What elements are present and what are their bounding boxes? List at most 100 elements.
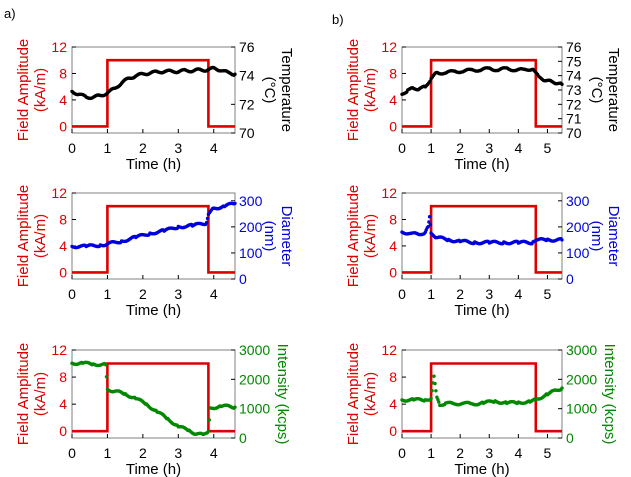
- series-a1-1: [70, 65, 237, 101]
- left-tick-label: 4: [389, 92, 397, 108]
- right-tick-label: 0: [239, 430, 247, 446]
- x-tick-label: 2: [139, 445, 147, 461]
- data-point: [432, 374, 436, 378]
- right-tick-label: 72: [239, 96, 255, 112]
- left-tick-label: 4: [59, 396, 67, 412]
- field-series-line: [72, 204, 235, 274]
- data-point: [428, 223, 433, 227]
- x-tick-label: 5: [544, 286, 552, 302]
- left-tick-label: 8: [59, 211, 67, 227]
- x-tick-label: 5: [544, 445, 552, 461]
- panel-label-b: b): [332, 12, 344, 27]
- right-tick-label: 70: [239, 125, 255, 141]
- data-point: [205, 220, 209, 225]
- left-tick-label: 12: [381, 185, 397, 201]
- series-a3-1: [70, 360, 237, 437]
- left-tick-label: 8: [59, 65, 67, 81]
- left-tick-label: 4: [59, 238, 67, 254]
- left-tick-label: 4: [389, 396, 397, 412]
- x-tick-label: 0: [68, 140, 76, 156]
- right-tick-label: 300: [566, 193, 590, 209]
- series-b2-1: [400, 215, 564, 246]
- x-tick-label: 4: [514, 140, 522, 156]
- data-point: [430, 389, 434, 393]
- right-tick-label: 71: [566, 111, 582, 127]
- data-point: [560, 238, 564, 242]
- data-point: [233, 72, 237, 76]
- x-tick-label: 1: [104, 445, 112, 461]
- right-tick-label: 73: [566, 82, 582, 98]
- left-tick-label: 0: [59, 264, 67, 280]
- data-point: [205, 216, 210, 221]
- right-tick-label: 0: [566, 430, 574, 446]
- data-point: [104, 375, 109, 379]
- left-axis-label: Field Amplitude(kA/m): [345, 343, 379, 446]
- right-tick-label: 1000: [566, 401, 597, 417]
- left-tick-label: 0: [389, 423, 397, 439]
- right-tick-label: 76: [239, 39, 255, 55]
- data-point: [434, 389, 438, 393]
- right-tick-label: 0: [239, 271, 247, 287]
- x-tick-label: 0: [398, 445, 406, 461]
- x-tick-label: 2: [456, 140, 464, 156]
- data-point: [426, 225, 430, 229]
- field-series-line: [402, 58, 562, 128]
- data-point: [207, 418, 211, 422]
- left-tick-label: 0: [59, 118, 67, 134]
- x-tick-label: 0: [68, 445, 76, 461]
- right-tick-label: 2000: [566, 371, 597, 387]
- x-tick-label: 3: [174, 445, 182, 461]
- data-point: [429, 396, 433, 401]
- right-tick-label: 76: [566, 39, 582, 55]
- right-tick-label: 70: [566, 125, 582, 141]
- left-tick-label: 12: [51, 185, 67, 201]
- x-axis-label: Time (h): [126, 302, 181, 319]
- left-tick-label: 12: [381, 342, 397, 358]
- x-tick-label: 2: [139, 286, 147, 302]
- right-tick-label: 75: [566, 53, 582, 69]
- left-tick-label: 8: [389, 211, 397, 227]
- left-tick-label: 4: [59, 92, 67, 108]
- data-point: [433, 381, 437, 386]
- left-axis-label: Field Amplitude(kA/m): [15, 185, 49, 288]
- left-tick-label: 0: [59, 423, 67, 439]
- x-tick-label: 3: [174, 286, 182, 302]
- x-tick-label: 1: [427, 445, 435, 461]
- x-tick-label: 5: [544, 140, 552, 156]
- right-tick-label: 200: [566, 219, 590, 235]
- data-point: [233, 405, 237, 409]
- x-tick-label: 3: [485, 445, 493, 461]
- right-axis-label: Intensity (kcps): [274, 344, 291, 445]
- right-axis-label: Diameter(nm): [588, 206, 622, 267]
- x-tick-label: 2: [456, 286, 464, 302]
- right-axis-label: Temperature(°C): [261, 48, 295, 132]
- right-tick-label: 72: [566, 96, 582, 112]
- series-a2-1: [70, 201, 237, 250]
- x-tick-label: 1: [104, 286, 112, 302]
- right-tick-label: 74: [566, 68, 582, 84]
- data-point: [233, 201, 237, 206]
- x-axis-label: Time (h): [126, 156, 181, 173]
- left-tick-label: 0: [389, 118, 397, 134]
- series-b3-1: [400, 374, 564, 408]
- data-point: [437, 400, 441, 404]
- x-tick-label: 0: [398, 140, 406, 156]
- data-point: [427, 220, 431, 224]
- data-point: [560, 386, 564, 390]
- left-axis-label: Field Amplitude(kA/m): [15, 39, 49, 142]
- data-point: [104, 363, 108, 367]
- field-series-line: [402, 204, 562, 274]
- x-axis-label: Time (h): [126, 461, 181, 477]
- plot-frame: [71, 192, 236, 280]
- x-tick-label: 4: [514, 286, 522, 302]
- right-tick-label: 3000: [566, 342, 597, 358]
- field-series-line: [72, 362, 235, 433]
- x-axis-label: Time (h): [454, 302, 509, 319]
- field-series-line: [402, 362, 562, 433]
- x-tick-label: 3: [485, 140, 493, 156]
- x-tick-label: 0: [398, 286, 406, 302]
